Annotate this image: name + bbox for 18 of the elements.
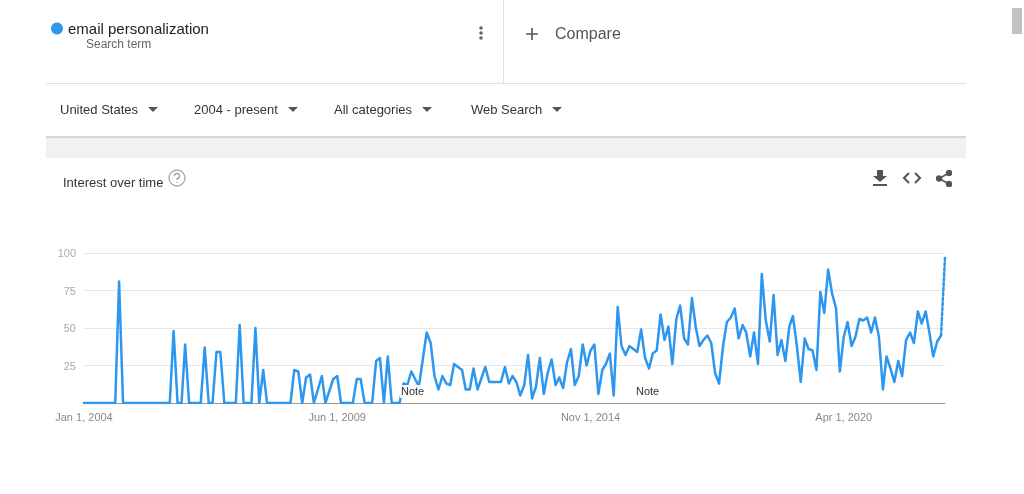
text: 2004 - present: [194, 102, 278, 117]
chart-title: Interest over time: [63, 175, 164, 190]
text: Web Search: [471, 102, 543, 117]
text: Compare: [555, 25, 621, 43]
annotation: Note: [400, 385, 426, 398]
x-tick-label: Jun 1, 2009: [308, 410, 366, 423]
chart-subtitle: Search term: [86, 37, 152, 51]
text: United States: [60, 102, 139, 117]
annotation: Note: [635, 385, 661, 398]
text: All categories: [334, 102, 413, 117]
x-tick-label: Nov 1, 2014: [560, 410, 621, 423]
y-tick-label: 100: [57, 247, 76, 259]
x-tick-label: Jan 1, 2004: [55, 410, 113, 423]
x-tick-label: Apr 1, 2020: [815, 410, 873, 423]
legend-label: email personalization: [68, 20, 209, 37]
y-tick-label: 75: [63, 284, 76, 297]
y-tick-label: 50: [63, 322, 76, 334]
y-tick-label: 25: [63, 359, 76, 372]
